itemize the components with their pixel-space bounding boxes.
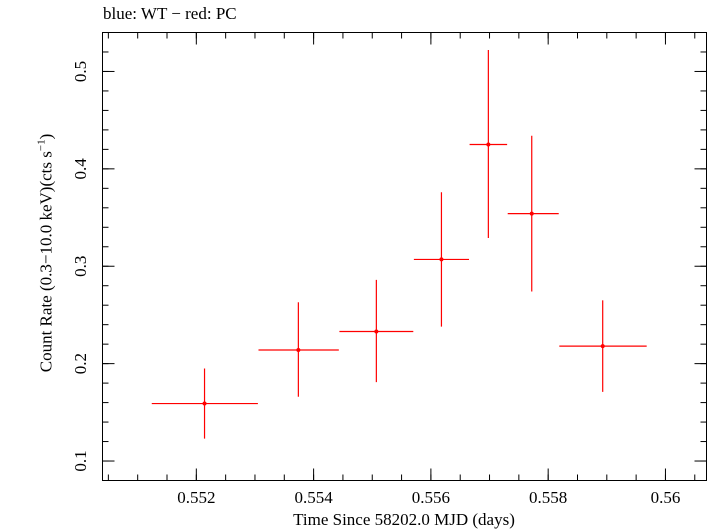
data-point-group (469, 50, 508, 238)
x-tick-label: 0.552 (177, 488, 215, 507)
y-tick-label: 0.4 (71, 158, 90, 180)
y-tick-label: 0.3 (71, 256, 90, 277)
axis-tick-labels: 0.552 0.554 0.556 0.558 0.56 0.1 0.2 0.3 0.4 0.5 (71, 61, 680, 507)
y-tick-label: 0.5 (71, 61, 90, 82)
axis-ticks (102, 32, 707, 481)
data-point (296, 347, 301, 352)
data-point (529, 211, 534, 216)
y-tick-label: 0.1 (71, 450, 90, 471)
data-point-group (339, 279, 414, 383)
x-axis-label: Time Since 58202.0 MJD (days) (293, 510, 515, 529)
data-series (151, 50, 647, 439)
data-point-group (413, 192, 470, 327)
y-axis-label-exponent: −1 (35, 139, 48, 152)
data-point (374, 329, 379, 334)
data-point (486, 142, 491, 147)
data-point-group (507, 135, 559, 292)
series-pc (151, 50, 647, 439)
data-point-group (258, 302, 339, 397)
data-point (439, 257, 444, 262)
y-axis-label-suffix: ) (36, 133, 56, 140)
data-point (202, 401, 207, 406)
data-point-group (559, 300, 647, 392)
data-point-group (151, 368, 258, 439)
y-axis-label: Count Rate (0.3−10.0 keV)(cts s−1) (36, 134, 57, 373)
x-tick-label: 0.556 (412, 488, 450, 507)
data-point (600, 344, 605, 349)
y-axis-label-prefix: Count Rate (0.3−10.0 keV)(cts s (36, 151, 56, 373)
plot-frame (102, 32, 707, 481)
x-tick-label: 0.558 (529, 488, 567, 507)
x-tick-label: 0.56 (651, 488, 681, 507)
y-tick-label: 0.2 (71, 353, 90, 374)
chart-title: blue: WT − red: PC (103, 4, 237, 23)
x-tick-label: 0.554 (294, 488, 333, 507)
